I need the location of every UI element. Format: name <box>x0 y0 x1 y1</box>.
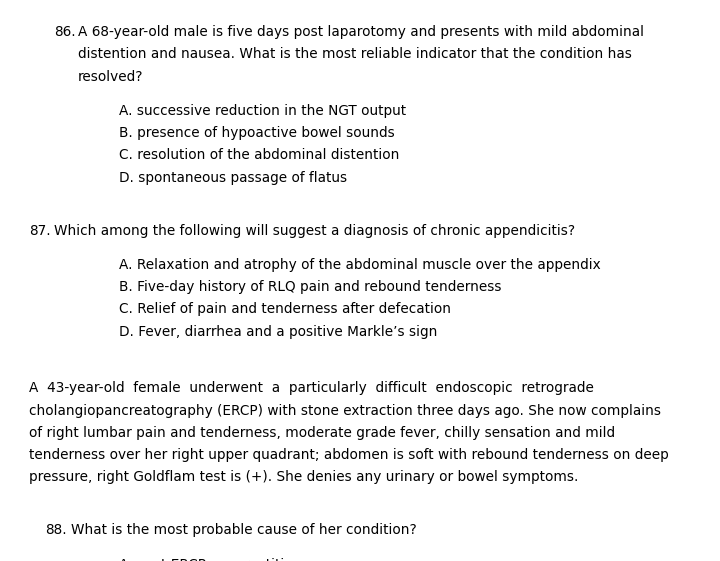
Text: D. Fever, diarrhea and a positive Markle’s sign: D. Fever, diarrhea and a positive Markle… <box>119 324 437 338</box>
Text: 87.: 87. <box>29 224 50 237</box>
Text: A. Relaxation and atrophy of the abdominal muscle over the appendix: A. Relaxation and atrophy of the abdomin… <box>119 258 600 272</box>
Text: B. presence of hypoactive bowel sounds: B. presence of hypoactive bowel sounds <box>119 126 395 140</box>
Text: A. successive reduction in the NGT output: A. successive reduction in the NGT outpu… <box>119 104 406 118</box>
Text: 88.: 88. <box>45 523 66 537</box>
Text: B. Five-day history of RLQ pain and rebound tenderness: B. Five-day history of RLQ pain and rebo… <box>119 280 501 294</box>
Text: 86.: 86. <box>54 25 76 39</box>
Text: A  43-year-old  female  underwent  a  particularly  difficult  endoscopic  retro: A 43-year-old female underwent a particu… <box>29 381 594 396</box>
Text: C. resolution of the abdominal distention: C. resolution of the abdominal distentio… <box>119 149 399 162</box>
Text: pressure, right Goldflam test is (+). She denies any urinary or bowel symptoms.: pressure, right Goldflam test is (+). Sh… <box>29 470 578 484</box>
Text: of right lumbar pain and tenderness, moderate grade fever, chilly sensation and : of right lumbar pain and tenderness, mod… <box>29 426 615 440</box>
Text: C. Relief of pain and tenderness after defecation: C. Relief of pain and tenderness after d… <box>119 302 451 316</box>
Text: D. spontaneous passage of flatus: D. spontaneous passage of flatus <box>119 171 347 185</box>
Text: tenderness over her right upper quadrant; abdomen is soft with rebound tendernes: tenderness over her right upper quadrant… <box>29 448 669 462</box>
Text: A. post ERCP pancreatitis: A. post ERCP pancreatitis <box>119 558 291 561</box>
Text: distention and nausea. What is the most reliable indicator that the condition ha: distention and nausea. What is the most … <box>78 48 631 61</box>
Text: Which among the following will suggest a diagnosis of chronic appendicitis?: Which among the following will suggest a… <box>54 224 575 237</box>
Text: cholangiopancreatography (ERCP) with stone extraction three days ago. She now co: cholangiopancreatography (ERCP) with sto… <box>29 404 661 417</box>
Text: What is the most probable cause of her condition?: What is the most probable cause of her c… <box>71 523 416 537</box>
Text: A 68-year-old male is five days post laparotomy and presents with mild abdominal: A 68-year-old male is five days post lap… <box>78 25 644 39</box>
Text: resolved?: resolved? <box>78 70 143 84</box>
